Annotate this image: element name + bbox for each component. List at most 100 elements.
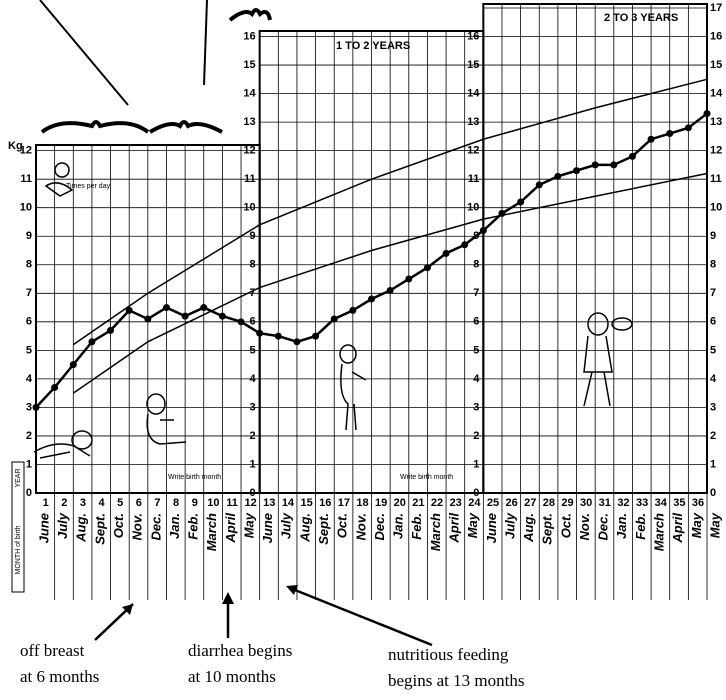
data-point — [554, 172, 562, 180]
data-point — [423, 264, 431, 272]
month-label: Aug. — [297, 513, 312, 543]
x-tick-label: 11 — [226, 497, 238, 509]
y-tick-label: 7 — [26, 287, 32, 299]
y-tick-label: 2 — [710, 430, 716, 442]
birth-month-note: Write birth month — [168, 474, 221, 481]
x-tick-label: 21 — [412, 497, 424, 509]
y-tick-label: 4 — [250, 373, 257, 385]
y-tick-label: 7 — [710, 287, 716, 299]
annotation: at 6 months — [20, 667, 99, 686]
x-tick-label: 8 — [173, 497, 179, 509]
y-tick-label: 12 — [20, 145, 32, 157]
data-point — [461, 241, 469, 249]
data-point — [628, 152, 636, 160]
y-tick-label: 16 — [710, 30, 722, 42]
x-tick-label: 10 — [207, 497, 219, 509]
y-tick-label: 13 — [710, 116, 722, 128]
x-tick-label: 22 — [431, 497, 443, 509]
y-tick-label: 8 — [26, 259, 32, 271]
month-label: Jan. — [614, 513, 629, 539]
y-tick-label: 15 — [710, 59, 722, 71]
y-tick-label: 5 — [473, 344, 479, 356]
data-point — [666, 130, 674, 138]
y-tick-label: 8 — [250, 259, 256, 271]
month-label: July — [279, 512, 294, 539]
label-box — [11, 461, 25, 593]
data-point — [125, 306, 133, 314]
x-tick-label: 19 — [375, 497, 387, 509]
annotation: nutritious feeding — [388, 645, 509, 664]
y-tick-label: 2 — [26, 430, 32, 442]
arrow-head — [122, 604, 133, 615]
month-label: March — [204, 513, 219, 551]
month-label: March — [428, 513, 443, 551]
data-point — [535, 181, 543, 189]
brace — [228, 8, 272, 22]
x-tick-label: 34 — [655, 497, 668, 509]
y-tick-label: 16 — [243, 30, 255, 42]
x-tick-label: 6 — [136, 497, 142, 509]
month-label: June — [484, 513, 499, 543]
data-point — [274, 332, 282, 340]
y-tick-label: 14 — [710, 87, 723, 99]
y-tick-label: 0 — [250, 487, 256, 499]
month-label: Nov. — [353, 513, 368, 540]
data-point — [88, 338, 96, 346]
month-label: June — [36, 513, 51, 543]
arrow — [289, 586, 433, 647]
y-tick-label: 12 — [710, 145, 722, 157]
x-tick-label: 36 — [692, 497, 704, 509]
month-label: Aug. — [74, 513, 89, 543]
data-point — [703, 110, 711, 118]
y-tick-label: 1 — [26, 458, 32, 470]
panel-label: 2 TO 3 YEARS — [604, 12, 678, 24]
month-label: Dec. — [372, 513, 387, 540]
y-tick-label: 3 — [473, 401, 479, 413]
y-tick-label: 12 — [467, 145, 479, 157]
series-line — [72, 78, 708, 346]
data-point — [181, 312, 189, 320]
data-point — [51, 383, 59, 391]
month-label: June — [260, 513, 275, 543]
y-tick-label: 16 — [467, 30, 479, 42]
data-point — [684, 124, 692, 132]
month-label: Jan. — [391, 513, 406, 539]
y-tick-label: 3 — [26, 401, 32, 413]
y-tick-label: 14 — [243, 87, 256, 99]
x-tick-label: 24 — [468, 497, 481, 509]
data-point — [293, 338, 301, 346]
arrow-head — [286, 585, 298, 595]
data-point — [442, 249, 450, 257]
y-tick-label: 9 — [710, 230, 716, 242]
month-label: April — [223, 513, 238, 544]
y-tick-label: 11 — [20, 173, 32, 185]
x-tick-label: 27 — [524, 497, 536, 509]
y-tick-label: 8 — [710, 259, 716, 271]
x-tick-label: 32 — [617, 497, 629, 509]
y-tick-label: 2 — [473, 430, 479, 442]
year-label: YEAR — [15, 468, 22, 487]
data-point — [591, 161, 599, 169]
x-tick-label: 3 — [80, 497, 86, 509]
x-tick-label: 25 — [487, 497, 499, 509]
annotation: begins at 13 months — [388, 671, 524, 690]
x-tick-label: 23 — [450, 497, 462, 509]
data-point — [218, 312, 226, 320]
panel-label: 1 TO 2 YEARS — [336, 40, 410, 52]
data-point — [162, 304, 170, 312]
y-tick-label: 5 — [26, 344, 32, 356]
y-tick-label: 1 — [710, 458, 716, 470]
y-tick-label: 11 — [244, 173, 256, 185]
series-line — [72, 172, 708, 394]
data-point — [107, 326, 115, 334]
y-tick-label: 3 — [710, 401, 716, 413]
brace — [148, 120, 223, 134]
birth-month-note: Write birth month — [400, 474, 453, 481]
x-tick-label: 4 — [98, 497, 105, 509]
x-tick-label: 31 — [599, 497, 611, 509]
y-tick-label: 1 — [250, 458, 256, 470]
y-tick-label: 17 — [710, 2, 722, 14]
month-label: July — [55, 512, 70, 539]
annotation: at 10 months — [188, 667, 276, 686]
x-tick-label: 28 — [543, 497, 555, 509]
